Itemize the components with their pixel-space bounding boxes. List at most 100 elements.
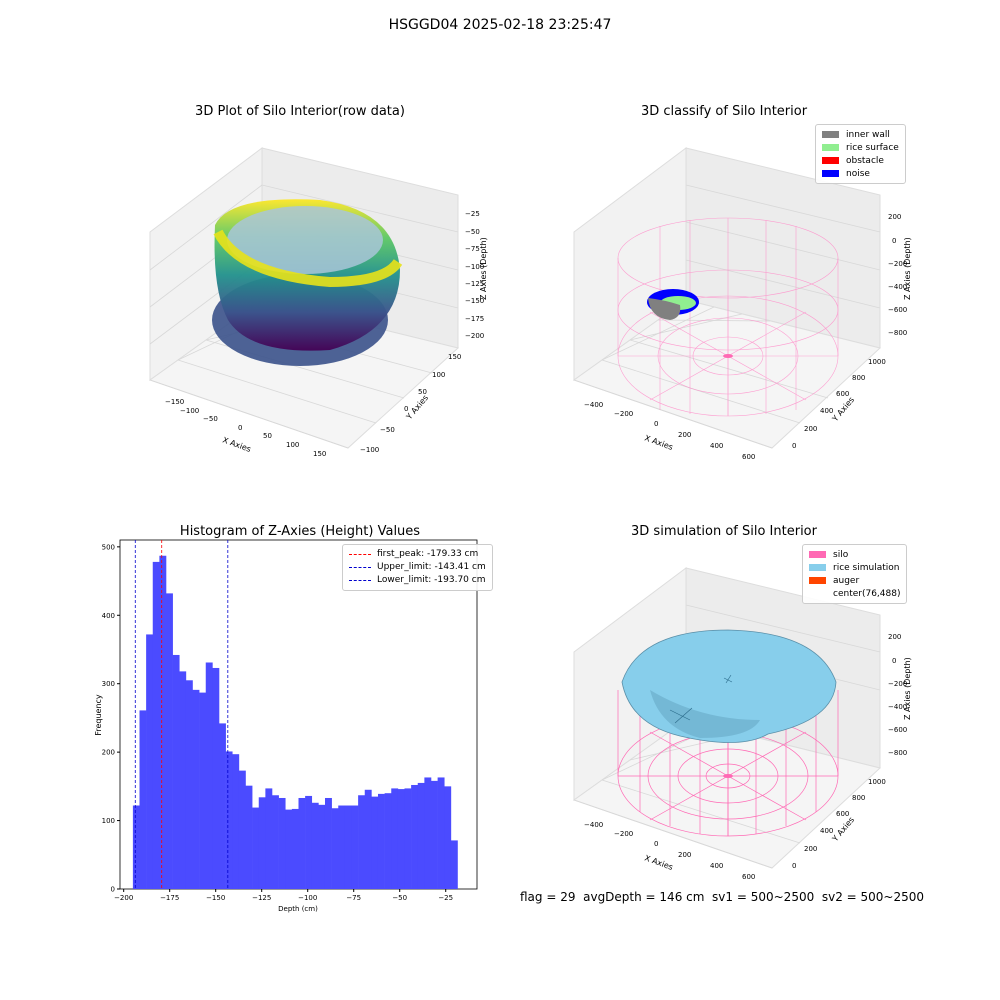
- simulation-xtick-3: 200: [678, 851, 691, 859]
- simulation-ylabel: Y Axies: [830, 815, 856, 844]
- classify-ztick-1: 0: [892, 237, 896, 245]
- histogram-xtick-label: −200: [114, 894, 133, 902]
- classify-xticks: −400 −200 0 200 400 600: [584, 401, 755, 461]
- raw-ytick-2: 0: [404, 405, 408, 413]
- histogram-xlabel: Depth (cm): [278, 905, 318, 913]
- histogram-bar: [437, 777, 445, 889]
- simulation-auger: [669, 674, 733, 724]
- histogram-bar: [212, 667, 220, 889]
- histogram-bar: [298, 797, 306, 889]
- raw-xtick-0: −150: [165, 398, 184, 406]
- histogram-plot: −200 −175 −150 −125 −100 −75 −50 −25 0 100 200 300…: [94, 539, 478, 913]
- histogram-bar: [132, 805, 140, 889]
- classify-ztick-2: −200: [888, 260, 907, 268]
- figure-title: HSGGD04 2025-02-18 23:25:47: [388, 17, 612, 33]
- classify-xtick-0: −400: [584, 401, 603, 409]
- histogram-bar: [371, 796, 379, 889]
- classify-ytick-0: 0: [792, 442, 796, 450]
- simulation-ztick-0: 200: [888, 633, 901, 641]
- legend-label: obstacle: [846, 155, 884, 166]
- legend-swatch: [822, 170, 839, 177]
- legend-line: [349, 554, 371, 555]
- raw-ytick-4: 100: [432, 371, 445, 379]
- raw-plot-title: 3D Plot of Silo Interior(row data): [195, 104, 405, 119]
- legend-item-silo: silo: [809, 548, 900, 561]
- simulation-ztick-3: −400: [888, 703, 907, 711]
- classify-ytick-5: 1000: [868, 358, 886, 366]
- legend-swatch: [822, 144, 839, 151]
- simulation-legend: silo rice simulation auger center(76,488…: [802, 544, 908, 604]
- classify-ytick-2: 400: [820, 407, 833, 415]
- histogram-bar: [444, 786, 452, 889]
- legend-label: auger: [833, 575, 860, 586]
- legend-label: center(76,488): [833, 588, 901, 599]
- legend-swatch: [809, 564, 826, 571]
- raw-yticks: −100 −50 0 50 100 150: [360, 353, 461, 454]
- histogram-bar: [397, 789, 405, 889]
- legend-item-lower-limit: Lower_limit: -193.70 cm: [349, 574, 486, 587]
- histogram-ytick-label: 200: [102, 749, 115, 757]
- classify-ztick-5: −800: [888, 329, 907, 337]
- status-footer: flag = 29 avgDepth = 146 cm sv1 = 500~25…: [520, 890, 925, 904]
- simulation-ztick-5: −800: [888, 749, 907, 757]
- raw-xlabel: X Axies: [221, 435, 252, 454]
- raw-xticks: −150 −100 −50 0 50 100 150: [165, 398, 326, 458]
- histogram-bar: [318, 804, 326, 889]
- histogram-bar: [278, 797, 286, 889]
- histogram-xticks: −200 −175 −150 −125 −100 −75 −50 −25: [114, 889, 453, 902]
- histogram-xtick-label: −175: [160, 894, 179, 902]
- classify-xtick-3: 200: [678, 431, 691, 439]
- classify-xtick-4: 400: [710, 442, 723, 450]
- simulation-xtick-1: −200: [614, 830, 633, 838]
- histogram-xtick-label: −125: [252, 894, 271, 902]
- classify-silo-wireframe: [617, 217, 839, 417]
- legend-line: [349, 567, 371, 568]
- raw-xtick-5: 100: [286, 441, 299, 449]
- histogram-ytick-label: 0: [111, 886, 115, 894]
- histogram-bar: [185, 680, 193, 889]
- simulation-plot-title: 3D simulation of Silo Interior: [631, 524, 817, 539]
- histogram-bar: [238, 770, 246, 889]
- histogram-bar: [272, 795, 279, 889]
- histogram-vlines: [134, 540, 229, 889]
- legend-label: noise: [846, 168, 870, 179]
- legend-item-obstacle: obstacle: [822, 154, 899, 167]
- histogram-bar: [351, 805, 359, 889]
- raw-ytick-0: −100: [360, 446, 379, 454]
- histogram-ytick-label: 100: [102, 817, 115, 825]
- classify-wall-points: [648, 298, 681, 320]
- legend-swatch: [809, 590, 826, 597]
- classify-xtick-1: −200: [614, 410, 633, 418]
- classify-ytick-1: 200: [804, 425, 817, 433]
- simulation-silo-center: [723, 774, 733, 778]
- raw-ztick-0: −25: [465, 210, 480, 218]
- simulation-xtick-0: −400: [584, 821, 603, 829]
- histogram-bar: [219, 723, 226, 889]
- histogram-bar: [252, 807, 260, 889]
- raw-ztick-1: −50: [465, 228, 480, 236]
- histogram-bar: [424, 777, 432, 889]
- legend-label: rice simulation: [833, 562, 900, 573]
- histogram-bar: [285, 809, 293, 889]
- histogram-bar: [159, 555, 167, 889]
- histogram-bar: [358, 795, 366, 889]
- legend-item-upper-limit: Upper_limit: -143.41 cm: [349, 561, 486, 574]
- legend-item-first-peak: first_peak: -179.33 cm: [349, 548, 486, 561]
- simulation-ytick-2: 400: [820, 827, 833, 835]
- histogram-xtick-label: −100: [298, 894, 317, 902]
- histogram-bar: [146, 634, 154, 889]
- histogram-bar: [179, 671, 187, 889]
- raw-ztick-6: −175: [465, 315, 484, 323]
- histogram-bar: [232, 754, 240, 889]
- histogram-bar: [364, 789, 372, 889]
- legend-item-inner-wall: inner wall: [822, 128, 899, 141]
- histogram-ytick-label: 500: [102, 543, 115, 551]
- simulation-ytick-1: 200: [804, 845, 817, 853]
- simulation-ztick-4: −600: [888, 726, 907, 734]
- histogram-ylabel: Frequency: [94, 694, 103, 736]
- histogram-bar: [331, 808, 339, 889]
- raw-ztick-5: −150: [465, 297, 484, 305]
- simulation-xtick-2: 0: [654, 840, 658, 848]
- classify-ztick-3: −400: [888, 283, 907, 291]
- simulation-xtick-5: 600: [742, 873, 755, 881]
